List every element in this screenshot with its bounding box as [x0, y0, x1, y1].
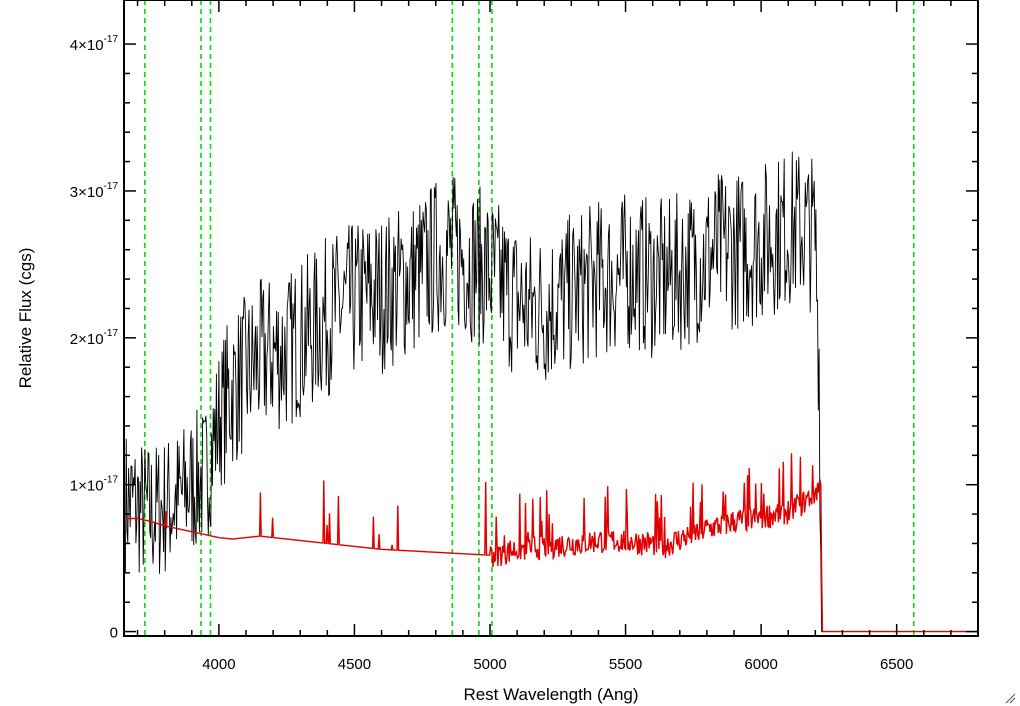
tick-marks	[124, 0, 979, 636]
y-tick-label: 2×10-17	[70, 328, 119, 348]
y-tick-label: 4×10-17	[70, 34, 119, 54]
x-tick-label: 6500	[880, 656, 913, 673]
x-axis-title: Rest Wavelength (Ang)	[463, 685, 638, 704]
x-tick-label: 4500	[338, 656, 371, 673]
x-tick-label: 4000	[202, 656, 235, 673]
x-tick-label: 6000	[744, 656, 777, 673]
x-tick-label: 5500	[609, 656, 642, 673]
axes	[123, 0, 979, 637]
resize-grip-icon[interactable]	[1004, 692, 1016, 704]
x-tick-labels: 4000 4500 5000 5500 6000 6500	[202, 656, 913, 673]
series-layer	[124, 151, 978, 633]
plot-frame	[123, 0, 979, 637]
y-tick-labels: 0 1×10-17 2×10-17 3×10-17 4×10-17	[70, 34, 119, 642]
y-tick-label: 3×10-17	[70, 181, 119, 201]
y-tick-label: 1×10-17	[70, 475, 119, 495]
y-axis-title: Relative Flux (cgs)	[16, 248, 35, 389]
x-tick-label: 5000	[473, 656, 506, 673]
series-line-1	[125, 453, 978, 633]
y-tick-label: 0	[110, 625, 118, 642]
